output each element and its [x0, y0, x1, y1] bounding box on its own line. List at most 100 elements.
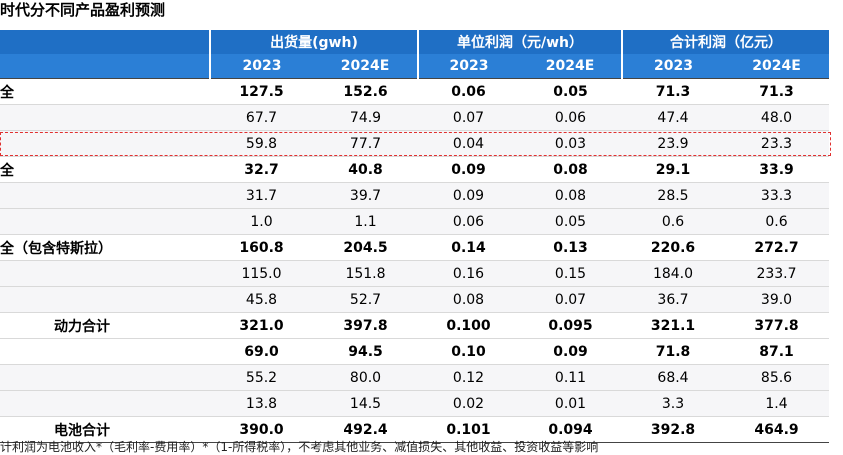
cell: 1.0 — [210, 208, 313, 235]
data-row: 动力合计 321.0 397.8 0.100 0.095 321.1 377.8 — [0, 312, 829, 339]
cell: 0.08 — [519, 156, 622, 183]
cell: 0.06 — [418, 208, 519, 235]
cell: 151.8 — [313, 260, 418, 287]
data-row: 电池合计 390.0 492.4 0.101 0.094 392.8 464.9 — [0, 416, 829, 443]
cell: 392.8 — [622, 416, 724, 443]
cell: 32.7 — [210, 156, 313, 183]
cell: 52.7 — [313, 286, 418, 313]
cell: 0.09 — [418, 182, 519, 209]
year-header: 2023 — [621, 54, 724, 79]
cell: 0.02 — [418, 390, 519, 417]
cell: 40.8 — [313, 156, 418, 183]
cell: 68.4 — [622, 364, 724, 391]
group-header: 出货量(gwh) — [209, 30, 418, 54]
cell: 0.6 — [622, 208, 724, 235]
cell: 67.7 — [210, 104, 313, 131]
row-label: 动力合计 — [0, 312, 210, 339]
cell: 87.1 — [724, 338, 829, 365]
year-header: 2024E — [519, 54, 622, 79]
data-row: 全（包含特斯拉） 160.8 204.5 0.14 0.13 220.6 272.7 — [0, 234, 829, 261]
header-cell — [0, 30, 210, 54]
row-label — [0, 208, 210, 235]
cell: 0.094 — [519, 416, 622, 443]
row-label — [0, 130, 210, 157]
row-label — [0, 260, 210, 287]
row-label — [0, 390, 210, 417]
cell: 13.8 — [210, 390, 313, 417]
cell: 377.8 — [724, 312, 829, 339]
cell: 0.09 — [418, 156, 519, 183]
cell: 160.8 — [210, 234, 313, 261]
year-header: 2024E — [724, 54, 829, 79]
cell: 23.9 — [622, 130, 724, 157]
cell: 0.10 — [418, 338, 519, 365]
cell: 220.6 — [622, 234, 724, 261]
group-header: 单位利润（元/wh） — [417, 30, 622, 54]
cell: 36.7 — [622, 286, 724, 313]
cell: 492.4 — [313, 416, 418, 443]
cell: 0.08 — [418, 286, 519, 313]
cell: 0.01 — [519, 390, 622, 417]
cell: 397.8 — [313, 312, 418, 339]
row-label — [0, 104, 210, 131]
cell: 3.3 — [622, 390, 724, 417]
cell: 0.100 — [418, 312, 519, 339]
cell: 23.3 — [724, 130, 829, 157]
row-label: 全 — [0, 156, 210, 183]
cell: 0.05 — [519, 208, 622, 235]
cell: 0.11 — [519, 364, 622, 391]
cell: 0.12 — [418, 364, 519, 391]
cell: 0.07 — [418, 104, 519, 131]
cell: 0.15 — [519, 260, 622, 287]
cell: 94.5 — [313, 338, 418, 365]
cell: 85.6 — [724, 364, 829, 391]
cell: 0.06 — [519, 104, 622, 131]
row-label — [0, 338, 210, 365]
title: 时代分不同产品盈利预测 — [0, 1, 166, 19]
data-row: 67.7 74.9 0.07 0.06 47.4 48.0 — [0, 104, 829, 131]
cell: 115.0 — [210, 260, 313, 287]
year-row: 2023 2024E 2023 2024E 2023 2024E — [0, 54, 829, 79]
cell: 321.1 — [622, 312, 724, 339]
cell: 55.2 — [210, 364, 313, 391]
cell: 127.5 — [210, 78, 313, 105]
cell: 39.0 — [724, 286, 829, 313]
profit-table: 出货量(gwh) 单位利润（元/wh） 合计利润（亿元） 2023 2024E 2023 2… — [0, 30, 829, 443]
data-row: 59.8 77.7 0.04 0.03 23.9 23.3 — [0, 130, 829, 157]
row-label — [0, 364, 210, 391]
data-row: 全 127.5 152.6 0.06 0.05 71.3 71.3 — [0, 78, 829, 105]
cell: 464.9 — [724, 416, 829, 443]
header-row: 出货量(gwh) 单位利润（元/wh） 合计利润（亿元） — [0, 30, 829, 54]
cell: 0.06 — [418, 78, 519, 105]
cell: 233.7 — [724, 260, 829, 287]
data-row: 全 32.7 40.8 0.09 0.08 29.1 33.9 — [0, 156, 829, 183]
cell: 74.9 — [313, 104, 418, 131]
data-row: 69.0 94.5 0.10 0.09 71.8 87.1 — [0, 338, 829, 365]
cell: 0.03 — [519, 130, 622, 157]
cell: 59.8 — [210, 130, 313, 157]
cell: 0.04 — [418, 130, 519, 157]
year-header: 2023 — [417, 54, 519, 79]
cell: 1.4 — [724, 390, 829, 417]
row-label: 全（包含特斯拉） — [0, 234, 210, 261]
cell: 0.05 — [519, 78, 622, 105]
group-header: 合计利润（亿元） — [621, 30, 829, 54]
cell: 31.7 — [210, 182, 313, 209]
row-label — [0, 286, 210, 313]
cell: 0.14 — [418, 234, 519, 261]
cell: 152.6 — [313, 78, 418, 105]
year-header: 2023 — [209, 54, 313, 79]
year-header: 2024E — [313, 54, 418, 79]
cell: 28.5 — [622, 182, 724, 209]
cell: 33.9 — [724, 156, 829, 183]
cell: 71.3 — [724, 78, 829, 105]
cell: 184.0 — [622, 260, 724, 287]
cell: 71.3 — [622, 78, 724, 105]
row-label: 全 — [0, 78, 210, 105]
cell: 0.101 — [418, 416, 519, 443]
cell: 0.09 — [519, 338, 622, 365]
header-cell — [0, 54, 210, 79]
cell: 71.8 — [622, 338, 724, 365]
cell: 0.16 — [418, 260, 519, 287]
